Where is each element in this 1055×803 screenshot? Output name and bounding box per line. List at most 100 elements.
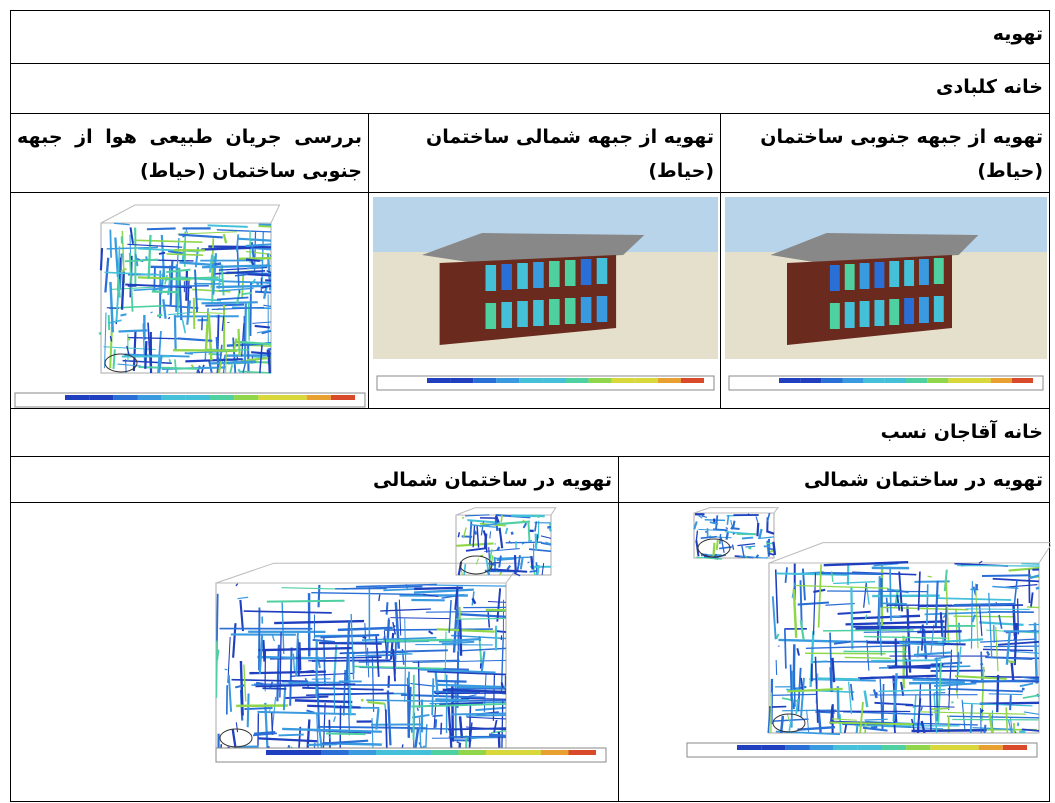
- flow-line: [201, 248, 251, 250]
- window: [485, 265, 496, 291]
- caption-cell: تهویه در ساختمان شمالی: [618, 456, 1050, 503]
- flow-line: [241, 293, 252, 294]
- window: [533, 300, 544, 326]
- flow-line: [117, 364, 140, 366]
- flow-line: [501, 515, 502, 522]
- flow-line: [827, 591, 928, 592]
- flow-line: [496, 631, 506, 632]
- flow-line: [702, 516, 707, 517]
- image-cell: [10, 192, 369, 409]
- flow-line: [449, 707, 452, 748]
- flow-line: [488, 612, 489, 627]
- legend-swatch: [885, 378, 906, 383]
- flow-line: [976, 584, 977, 590]
- flow-line: [414, 590, 474, 593]
- flow-line: [252, 279, 255, 284]
- flow-line: [890, 567, 891, 621]
- flow-line: [1027, 607, 1039, 608]
- flow-line: [435, 699, 469, 700]
- legend-swatch: [800, 378, 821, 383]
- legend-swatch: [906, 378, 927, 383]
- flow-line: [865, 691, 868, 708]
- legend-swatch: [569, 750, 597, 755]
- legend-swatch: [970, 378, 991, 383]
- flow-line: [113, 349, 114, 369]
- flow-line: [909, 682, 965, 683]
- window: [904, 298, 914, 324]
- flow-line: [432, 678, 433, 715]
- flow-line: [1010, 695, 1011, 710]
- flow-line: [785, 567, 787, 583]
- flow-line: [219, 266, 220, 289]
- window: [830, 303, 840, 329]
- flow-line: [500, 528, 503, 548]
- flow-line: [989, 593, 992, 658]
- legend-swatch: [858, 745, 882, 750]
- window: [533, 262, 544, 288]
- legend-swatch: [566, 378, 589, 383]
- flow-line: [388, 690, 391, 745]
- flow-line: [238, 239, 271, 241]
- frame: [216, 563, 521, 583]
- flow-line: [893, 667, 931, 668]
- window: [597, 296, 608, 322]
- flow-line: [727, 515, 728, 525]
- flow-line: [436, 681, 467, 682]
- flow-line: [163, 299, 165, 319]
- flow-line: [326, 733, 366, 734]
- legend-swatch: [864, 378, 885, 383]
- flow-line: [549, 524, 551, 525]
- flow-line: [177, 232, 237, 234]
- legend-swatch: [486, 750, 514, 755]
- flow-line: [874, 689, 877, 698]
- flow-line: [801, 678, 802, 691]
- legend-swatch: [138, 395, 162, 400]
- frame: [694, 508, 778, 513]
- flow-line: [246, 244, 271, 245]
- flow-line: [265, 703, 267, 748]
- flow-line: [795, 585, 888, 588]
- flow-line: [464, 564, 465, 575]
- legend-swatch: [785, 745, 809, 750]
- flow-line: [216, 286, 268, 287]
- window: [549, 261, 560, 287]
- flow-line: [716, 537, 731, 538]
- flow-line: [917, 646, 918, 658]
- legend-swatch: [948, 378, 969, 383]
- flow-line: [362, 699, 363, 701]
- flow-line: [230, 365, 232, 373]
- image: [11, 193, 370, 410]
- flow-line: [1031, 592, 1033, 607]
- flow-line: [1008, 661, 1014, 662]
- flow-line: [469, 703, 470, 748]
- flow-line: [1021, 564, 1039, 565]
- flow-line: [531, 556, 532, 569]
- flow-line: [883, 607, 969, 609]
- flow-line: [917, 631, 961, 632]
- flow-line: [931, 708, 949, 709]
- flow-line: [237, 597, 248, 598]
- flow-line: [255, 292, 271, 293]
- flow-line: [851, 684, 853, 701]
- flow-line: [248, 694, 249, 728]
- flow-line: [819, 709, 821, 733]
- flow-line: [536, 533, 537, 550]
- flow-line: [175, 315, 176, 350]
- flow-line: [126, 359, 127, 373]
- flow-line: [928, 576, 932, 577]
- flow-line: [731, 520, 732, 525]
- legend-swatch: [542, 378, 565, 383]
- flow-line: [776, 634, 778, 639]
- caption-cell: بررسی جریان طبیعی هوا از جبهه جنوبی ساخت…: [10, 113, 369, 193]
- flow-line: [838, 686, 839, 719]
- flow-line: [726, 532, 727, 540]
- flow-line: [274, 621, 364, 623]
- flow-line: [484, 549, 519, 552]
- flow-line: [962, 700, 965, 731]
- header-cell: تهویه: [10, 10, 1050, 64]
- flow-line: [937, 598, 1012, 600]
- image-cell: [618, 502, 1050, 802]
- flow-line: [759, 529, 761, 539]
- frame: [456, 508, 556, 515]
